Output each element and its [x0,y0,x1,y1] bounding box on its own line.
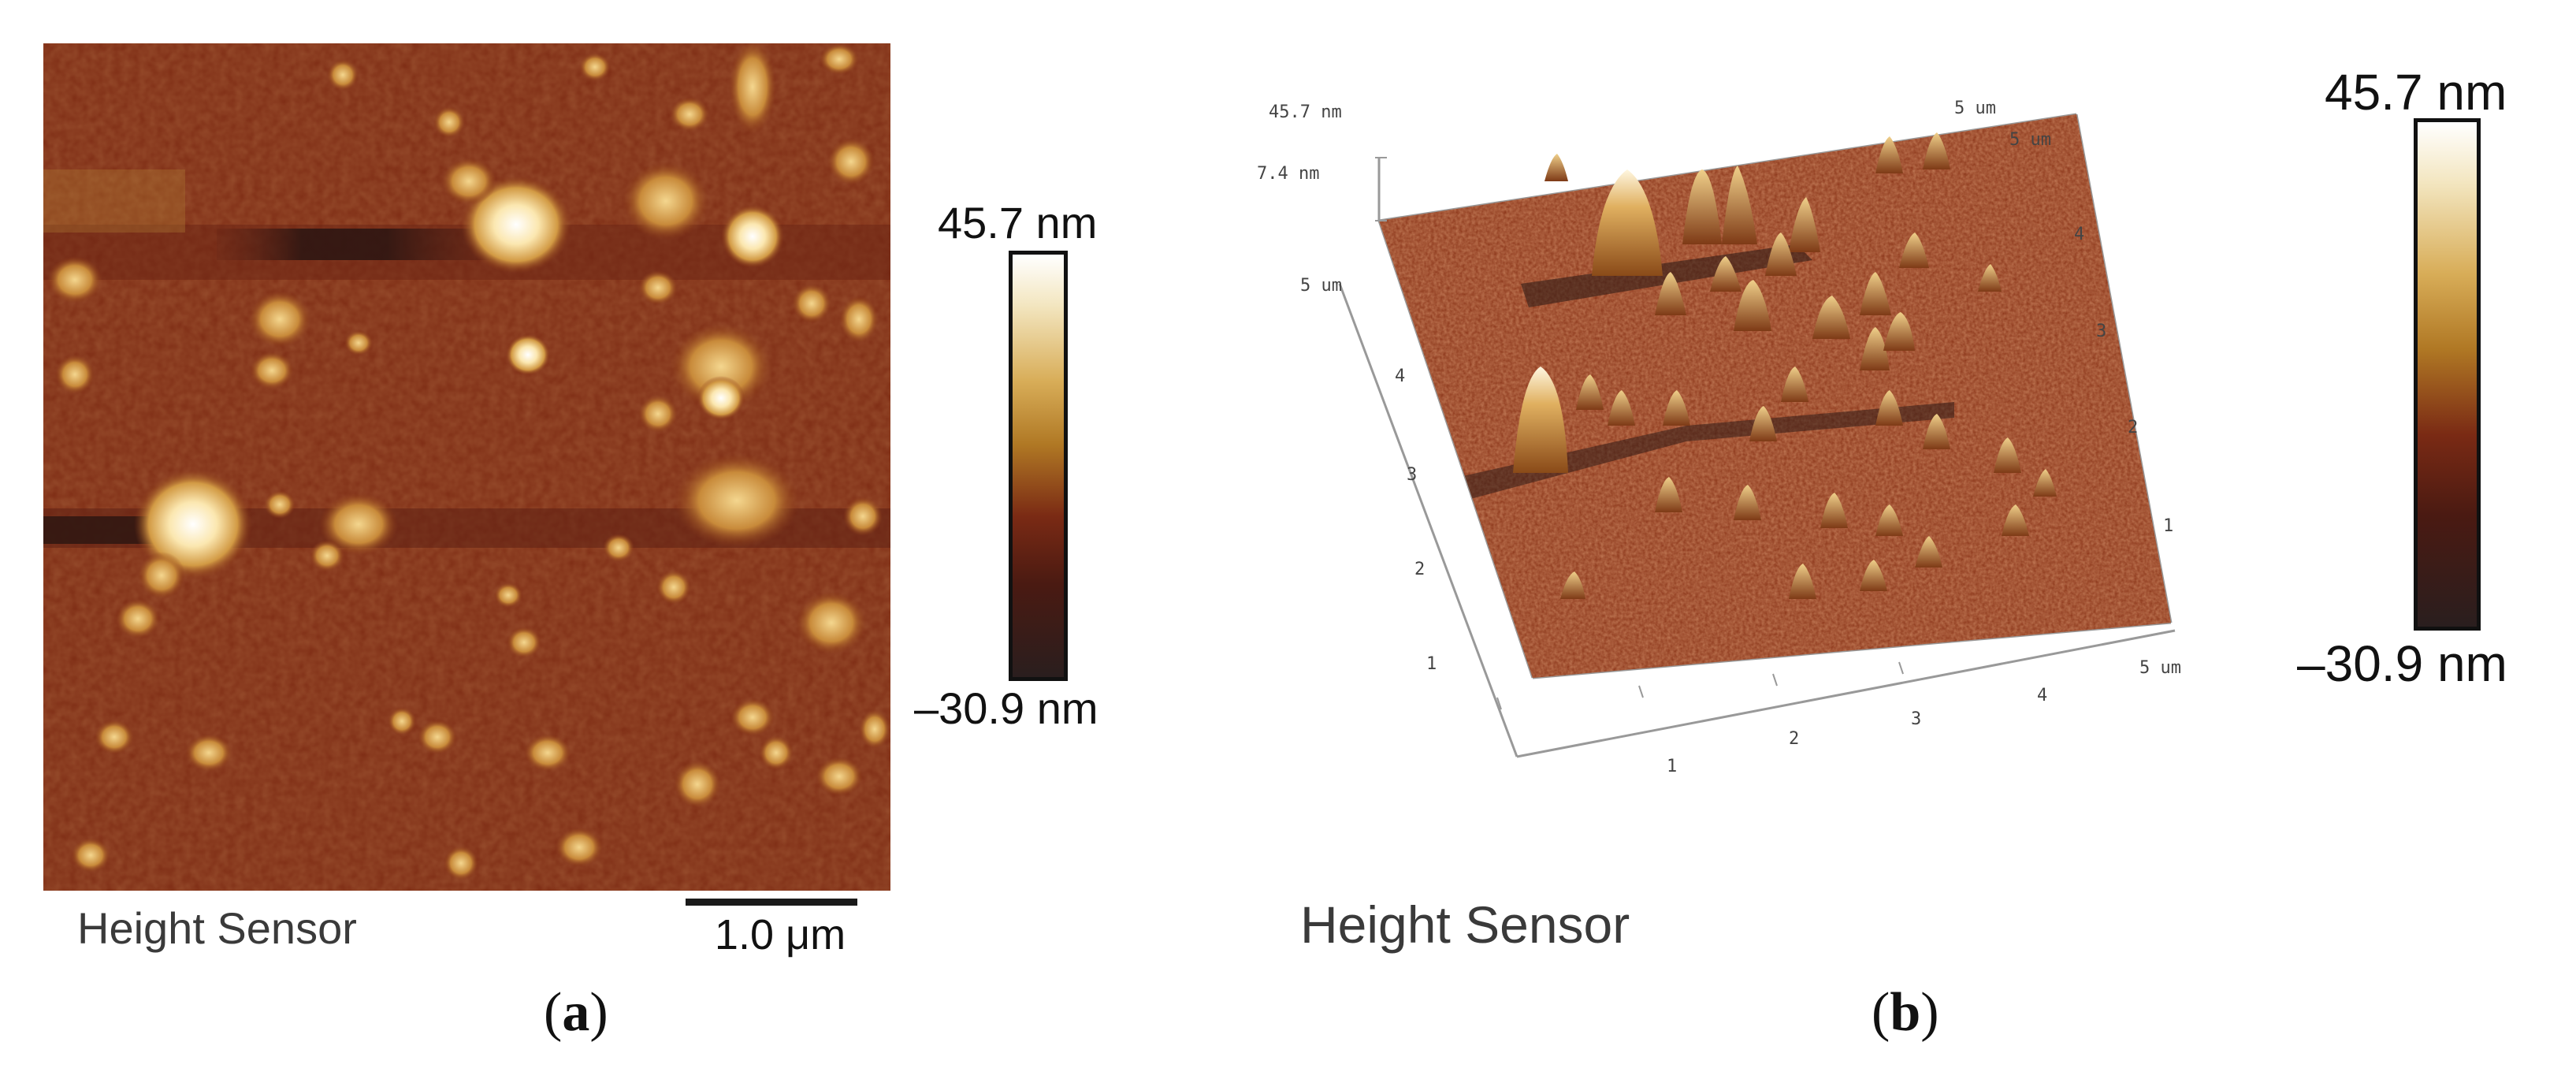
scale-bar [686,899,857,906]
y-axis-top-label: 5 um [1300,276,1342,296]
height-sensor-label-b: Height Sensor [1300,895,1630,954]
axis-ticks [1375,157,1904,710]
afm-2d-image [43,39,890,891]
height-colorbar-a [1009,251,1068,681]
height-colorbar-b [2414,118,2481,631]
x-tick-3: 3 [1911,709,1922,729]
afm-3d-surface-svg [1338,113,2176,758]
back-top-label-b: 5 um [2009,130,2051,150]
surface-peaks [1513,132,2057,599]
y-tick-1: 1 [1426,654,1437,674]
z-axis-max-label: 45.7 nm [1269,102,1342,122]
x-tick-1: 1 [1667,757,1678,776]
z-axis-mid-label: 7.4 nm [1257,164,1320,184]
x-tick-4: 4 [2037,686,2048,705]
colorbar-max-label-a: 45.7 nm [938,198,1098,247]
colorbar-min-label-b: –30.9 nm [2297,635,2507,692]
height-sensor-label-a: Height Sensor [77,903,357,953]
afm-3d-surface [1245,79,2246,788]
y-tick-2: 2 [1414,560,1426,579]
x-tick-2: 2 [1789,729,1800,749]
scale-bar-label: 1.0 μm [714,911,846,958]
afm-2d-image-svg [43,39,890,891]
panel-label-a: (a) [544,982,608,1043]
y-tick-4: 4 [1395,367,1406,386]
back-tick-4: 4 [2074,225,2085,244]
x-axis-end-label: 5 um [2139,658,2181,678]
y-tick-3: 3 [1407,465,1418,485]
colorbar-max-label-b: 45.7 nm [2325,64,2507,121]
panel-label-b: (b) [1872,982,1939,1043]
colorbar-min-label-a: –30.9 nm [914,683,1098,733]
back-tick-2: 2 [2128,418,2139,437]
back-tick-1: 1 [2163,516,2174,536]
back-top-label-a: 5 um [1954,99,1996,118]
back-tick-3: 3 [2096,322,2107,341]
